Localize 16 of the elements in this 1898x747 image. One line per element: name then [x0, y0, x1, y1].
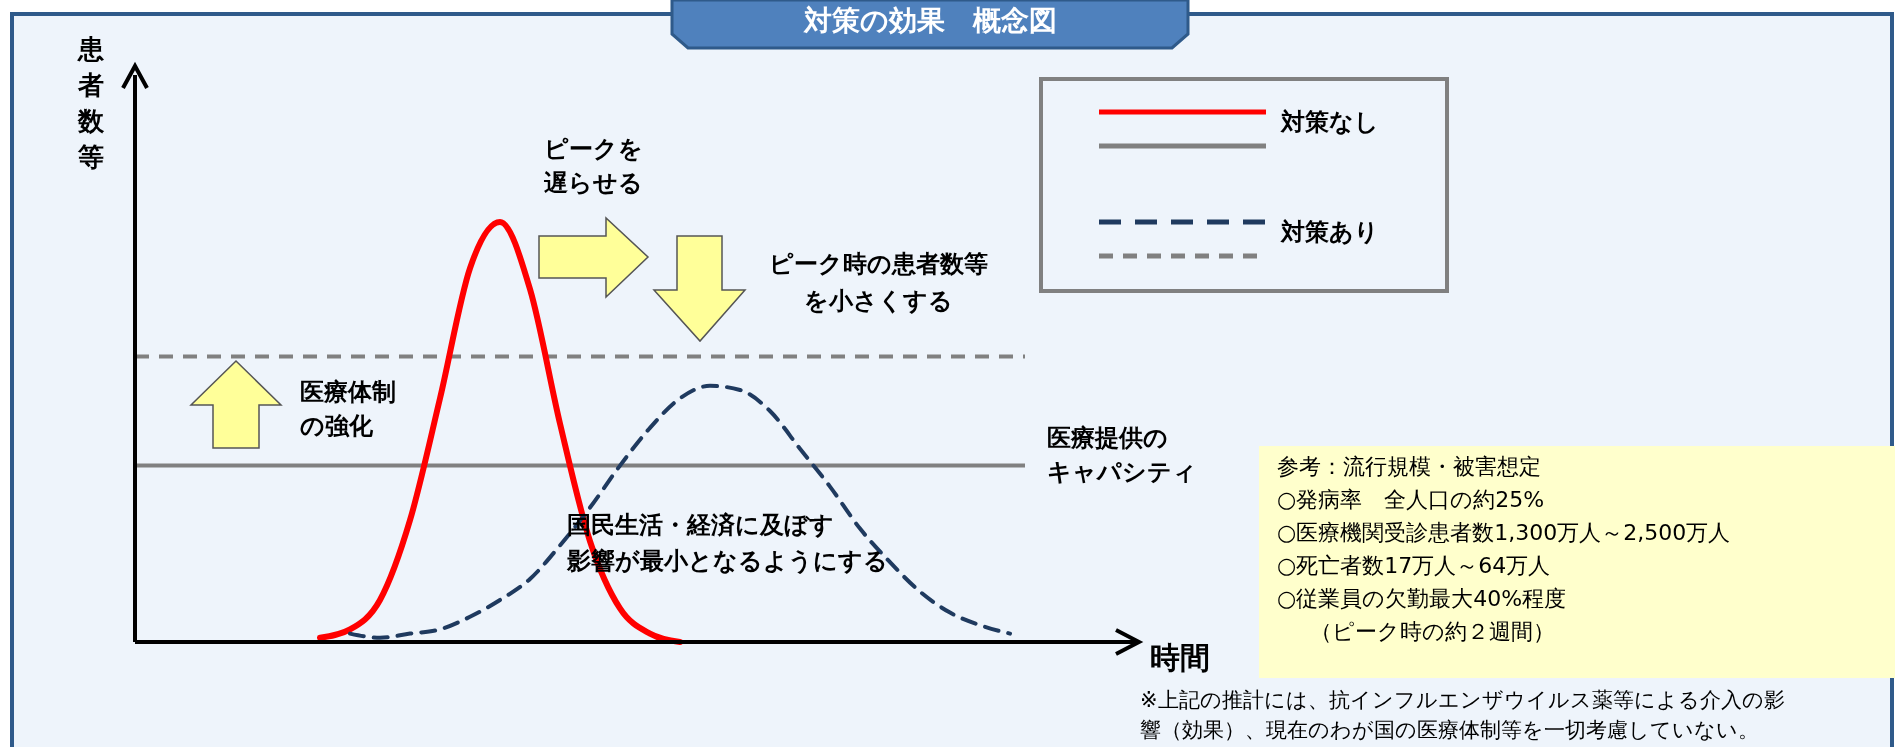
text: ○医療機関受診患者数1,300万人～2,500万人: [1277, 520, 1731, 545]
text: ピークを遅らせる: [542, 135, 643, 197]
legend-label: 対策あり: [1280, 218, 1379, 246]
ref-line-label: 医療提供のキャパシティ: [1047, 423, 1197, 486]
text: 参考：流行規模・被害想定: [1277, 454, 1541, 479]
annotation: ピーク時の患者数等を小さくする: [768, 250, 988, 315]
annotation: 医療体制の強化: [300, 378, 396, 440]
legend-label: 対策なし: [1280, 108, 1379, 136]
text: ○死亡者数17万人～64万人: [1277, 553, 1551, 578]
text: ○発病率 全人口の約25%: [1277, 487, 1545, 512]
text: ○従業員の欠勤最大40%程度: [1277, 586, 1567, 611]
y-axis-title: 患者数等: [77, 34, 105, 172]
text: ※上記の推計には、抗インフルエンザウイルス薬等による介入の影響（効果）、現在のわが国の医療体制等を一切考慮していない。: [1140, 688, 1785, 742]
chart-title: 対策の効果 概念図: [802, 4, 1057, 37]
text: （ピーク時の約２週間）: [1310, 619, 1555, 644]
x-axis-title: 時間: [1150, 640, 1210, 675]
